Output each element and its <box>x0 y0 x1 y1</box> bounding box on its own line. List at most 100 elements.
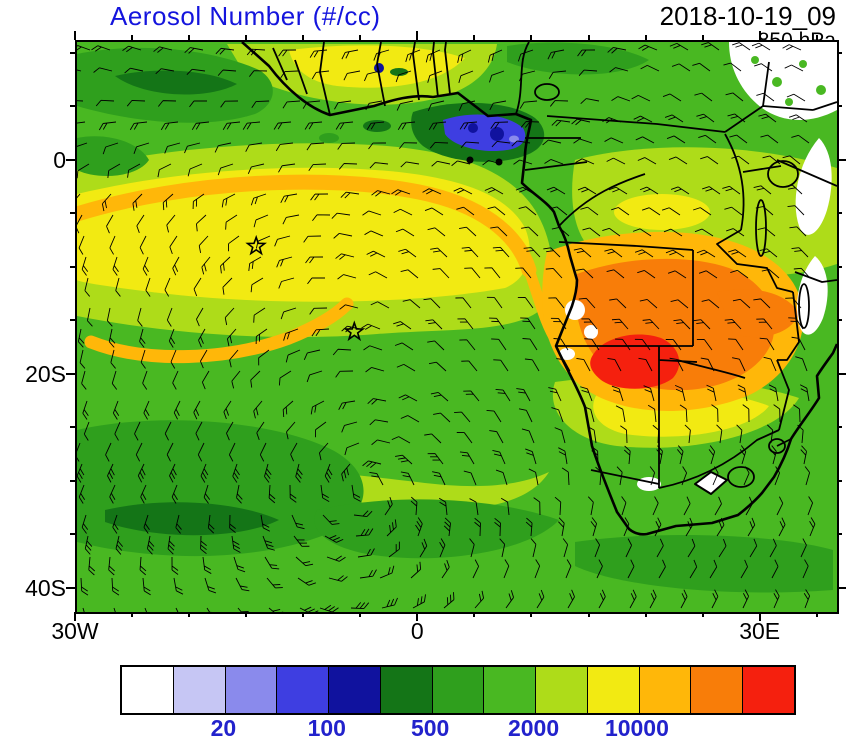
wind-barb <box>551 407 564 423</box>
wind-barb <box>77 463 85 483</box>
wind-barb <box>578 69 598 76</box>
wind-barb <box>637 270 656 279</box>
wind-barb <box>723 62 742 72</box>
axis-tick <box>131 35 134 40</box>
wind-barb <box>487 49 503 63</box>
wind-barb <box>565 559 572 579</box>
wind-barb <box>400 415 420 423</box>
wind-barb <box>611 96 631 102</box>
wind-barb <box>394 342 414 351</box>
wind-barb <box>412 594 426 609</box>
wind-barb <box>696 249 716 258</box>
wind-barb <box>164 277 171 297</box>
wind-barb <box>221 193 236 208</box>
wind-barb <box>573 138 593 144</box>
wind-barb <box>340 191 360 199</box>
wind-barb <box>491 141 511 148</box>
wind-barb <box>107 163 121 178</box>
wind-barb <box>732 298 751 309</box>
axis-tick <box>70 479 75 482</box>
wind-barb <box>303 349 321 360</box>
wind-barb <box>108 328 116 348</box>
wind-barb <box>451 160 471 167</box>
wind-barb <box>137 307 143 327</box>
wind-barb <box>757 227 776 237</box>
wind-barb <box>523 247 541 258</box>
wind-barb <box>433 412 451 423</box>
wind-barb <box>157 100 177 107</box>
wind-barb <box>623 517 630 537</box>
wind-barb <box>193 400 201 420</box>
wind-barb <box>553 338 569 351</box>
border-line <box>590 469 660 485</box>
wind-barb <box>493 359 509 372</box>
wind-barb <box>223 400 232 420</box>
wind-barb <box>264 556 280 570</box>
wind-barb <box>166 442 174 462</box>
wind-barb <box>145 277 151 297</box>
wind-barb <box>222 121 241 130</box>
wind-barb <box>196 214 207 232</box>
wind-barb <box>736 424 743 444</box>
wind-barb <box>545 267 563 279</box>
wind-barb <box>88 556 96 576</box>
wind-barb <box>658 559 666 579</box>
axis-tick <box>837 158 846 161</box>
axis-tick <box>131 612 134 617</box>
coastal-dot-marker <box>466 156 474 164</box>
wind-barb <box>459 339 476 351</box>
wind-barb <box>649 589 657 609</box>
wind-barb <box>661 207 681 216</box>
wind-barb <box>469 498 479 516</box>
wind-barb <box>124 67 144 74</box>
wind-barb <box>78 235 85 255</box>
wind-barb <box>458 70 474 84</box>
wind-barb <box>146 535 155 555</box>
wind-barb <box>696 113 715 123</box>
wind-barb <box>193 277 202 297</box>
wind-barb <box>714 496 722 516</box>
speckle <box>751 56 759 64</box>
wind-barb <box>105 442 112 462</box>
wind-barb <box>419 538 428 558</box>
axis-tick <box>70 265 75 268</box>
wind-barb <box>341 421 358 433</box>
wind-barb <box>726 228 745 237</box>
wind-barb <box>516 388 531 402</box>
contour-region <box>314 499 559 559</box>
country-borders <box>241 42 837 536</box>
wind-barb <box>273 121 292 130</box>
axis-tick <box>758 612 761 621</box>
wind-barb <box>77 99 84 107</box>
wind-barb <box>224 307 235 326</box>
wind-barb <box>186 68 206 76</box>
wind-barb <box>517 296 534 309</box>
wind-barb <box>604 137 624 144</box>
wind-barb <box>722 185 741 195</box>
wind-barb <box>91 45 111 52</box>
wind-barb <box>200 535 207 555</box>
wind-barb <box>542 139 562 146</box>
wind-barb <box>680 589 688 609</box>
border-line <box>432 42 439 98</box>
wind-barb <box>166 307 173 327</box>
colorbar-cell-7 <box>483 667 536 713</box>
wind-barb <box>297 577 317 586</box>
datetime-label: 2018-10-19_09 <box>659 1 836 31</box>
wind-barb <box>615 338 631 351</box>
wind-barb <box>108 556 115 576</box>
wind-barb <box>575 158 595 165</box>
wind-barb <box>282 100 301 109</box>
wind-barb <box>278 163 296 173</box>
wind-barb <box>410 496 418 516</box>
wind-barb <box>93 67 113 73</box>
border-line <box>776 359 790 431</box>
wind-barb <box>310 400 325 415</box>
wind-barb <box>278 49 297 57</box>
wind-barb <box>217 69 237 76</box>
wind-barb <box>732 42 751 51</box>
wind-barb <box>495 388 511 402</box>
wind-barb <box>677 445 684 465</box>
wind-barb <box>398 248 417 258</box>
wind-barb <box>489 430 504 444</box>
